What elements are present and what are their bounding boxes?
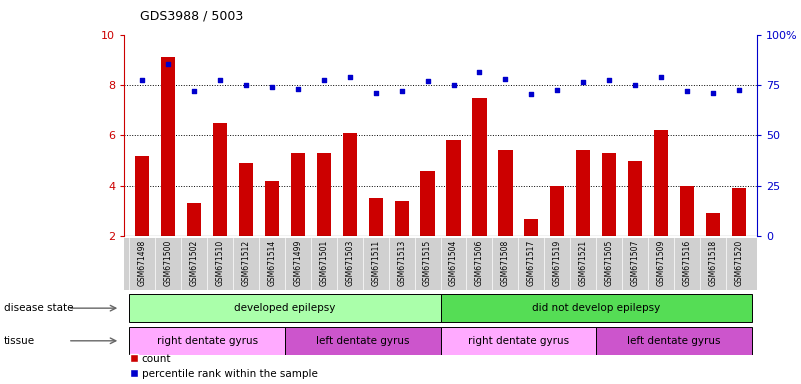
Bar <box>285 327 441 355</box>
Text: did not develop epilepsy: did not develop epilepsy <box>532 303 660 313</box>
Bar <box>395 201 409 236</box>
Bar <box>706 214 720 236</box>
Bar <box>213 123 227 236</box>
Point <box>162 60 175 66</box>
Text: GSM671513: GSM671513 <box>397 240 406 286</box>
Point <box>499 76 512 82</box>
Point <box>421 78 434 84</box>
Bar <box>161 57 175 236</box>
Bar <box>446 141 461 236</box>
Bar <box>576 151 590 236</box>
Text: right dentate gyrus: right dentate gyrus <box>468 336 569 346</box>
Bar <box>680 186 694 236</box>
Point <box>681 88 694 94</box>
Text: GSM671510: GSM671510 <box>215 240 224 286</box>
Text: GSM671501: GSM671501 <box>320 240 328 286</box>
Bar <box>731 188 746 236</box>
Bar <box>343 133 357 236</box>
Text: GSM671511: GSM671511 <box>371 240 380 286</box>
Bar <box>473 98 486 236</box>
Text: GSM671520: GSM671520 <box>735 240 743 286</box>
Text: GSM671509: GSM671509 <box>657 240 666 286</box>
Bar <box>239 163 253 236</box>
Text: GSM671506: GSM671506 <box>475 240 484 286</box>
Point <box>292 86 304 92</box>
Text: disease state: disease state <box>4 303 74 313</box>
Text: left dentate gyrus: left dentate gyrus <box>627 336 721 346</box>
Point <box>629 82 642 88</box>
Bar <box>550 186 565 236</box>
Bar <box>421 170 435 236</box>
Text: GSM671507: GSM671507 <box>630 240 639 286</box>
Bar <box>441 327 596 355</box>
Text: GSM671503: GSM671503 <box>345 240 354 286</box>
Point <box>395 88 408 94</box>
Point <box>577 79 590 86</box>
Bar <box>291 153 305 236</box>
Point <box>369 89 382 96</box>
Text: GDS3988 / 5003: GDS3988 / 5003 <box>140 10 244 23</box>
Bar <box>654 130 668 236</box>
Point <box>654 74 667 81</box>
Point <box>344 74 356 81</box>
Point <box>136 77 149 83</box>
Bar <box>498 151 513 236</box>
Text: GSM671515: GSM671515 <box>423 240 432 286</box>
Legend: count, percentile rank within the sample: count, percentile rank within the sample <box>130 354 318 379</box>
Point <box>317 77 330 83</box>
Bar <box>628 161 642 236</box>
Bar <box>129 327 285 355</box>
Bar <box>265 181 279 236</box>
Bar <box>596 327 752 355</box>
Point <box>551 87 564 93</box>
Bar <box>129 295 441 322</box>
Bar <box>524 218 538 236</box>
Text: right dentate gyrus: right dentate gyrus <box>156 336 258 346</box>
Text: developed epilepsy: developed epilepsy <box>234 303 336 313</box>
Text: GSM671519: GSM671519 <box>553 240 562 286</box>
Text: GSM671512: GSM671512 <box>242 240 251 286</box>
Text: GSM671508: GSM671508 <box>501 240 510 286</box>
Text: GSM671518: GSM671518 <box>708 240 718 286</box>
Point <box>447 82 460 88</box>
Text: GSM671500: GSM671500 <box>163 240 173 286</box>
Bar <box>135 156 150 236</box>
Text: GSM671517: GSM671517 <box>527 240 536 286</box>
Bar <box>441 295 752 322</box>
Bar <box>187 204 201 236</box>
Point <box>602 77 615 83</box>
Text: GSM671504: GSM671504 <box>449 240 458 286</box>
Text: GSM671521: GSM671521 <box>578 240 588 286</box>
Text: GSM671505: GSM671505 <box>605 240 614 286</box>
Point <box>187 88 200 94</box>
Text: left dentate gyrus: left dentate gyrus <box>316 336 409 346</box>
Point <box>732 87 745 93</box>
Point <box>214 77 227 83</box>
Text: GSM671514: GSM671514 <box>268 240 276 286</box>
Point <box>706 89 719 96</box>
Point <box>525 91 537 97</box>
Text: tissue: tissue <box>4 336 35 346</box>
Bar <box>316 153 331 236</box>
Text: GSM671516: GSM671516 <box>682 240 691 286</box>
Text: GSM671499: GSM671499 <box>293 240 303 286</box>
Bar <box>602 153 616 236</box>
Point <box>473 69 486 75</box>
Text: GSM671502: GSM671502 <box>190 240 199 286</box>
Point <box>239 82 252 88</box>
Text: GSM671498: GSM671498 <box>138 240 147 286</box>
Point <box>266 84 279 91</box>
Bar <box>368 199 383 236</box>
